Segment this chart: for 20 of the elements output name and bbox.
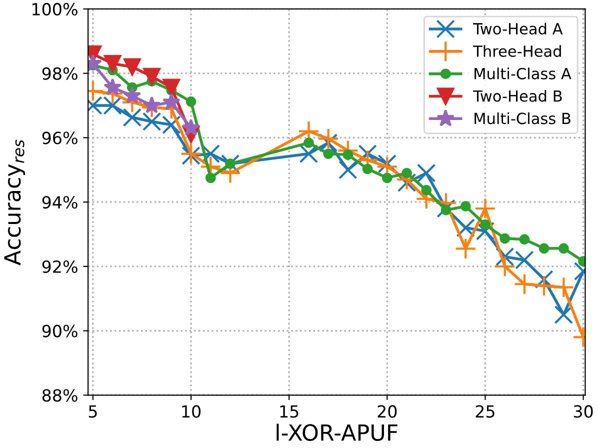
legend-label: Three-Head: [473, 45, 561, 57]
y-tick-label: 96%: [42, 132, 78, 144]
y-tick-label: 94%: [42, 196, 78, 209]
y-tick-label: 98%: [42, 67, 78, 80]
y-tick-label: 90%: [42, 324, 78, 338]
x-tick-label: 15: [280, 405, 298, 418]
x-tick-label: 30: [574, 405, 593, 418]
legend-label: Two-Head B: [473, 90, 562, 102]
x-tick-label: 20: [378, 405, 397, 418]
x-tick-label: 5: [88, 405, 97, 418]
legend-label: Multi-Class B: [474, 112, 570, 124]
legend-label: Multi-Class A: [474, 68, 572, 80]
y-tick-label: 100%: [32, 2, 78, 16]
x-axis-title: l-XOR-APUF: [276, 424, 398, 441]
legend-label: Two-Head A: [473, 22, 563, 35]
x-tick-label: 25: [476, 405, 494, 418]
x-tick-label: 10: [182, 405, 201, 418]
y-tick-label: 92%: [42, 260, 78, 273]
y-axis-title: Accuracy$_{res}$: [4, 140, 26, 266]
y-tick-label: 88%: [42, 389, 78, 402]
